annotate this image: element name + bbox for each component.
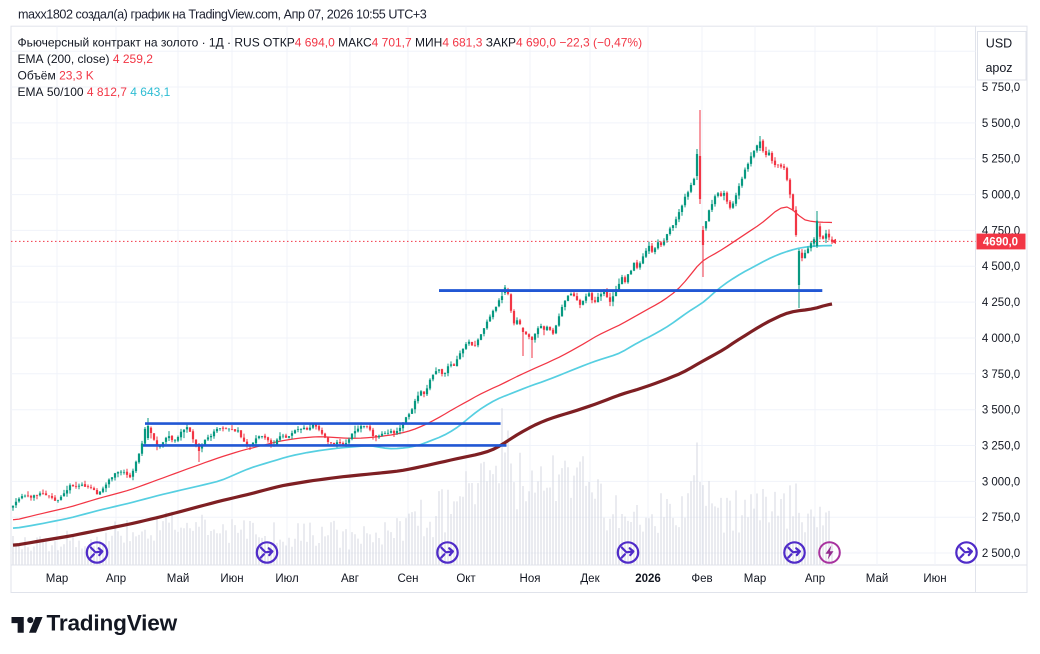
svg-text:5 500,0: 5 500,0 [982, 118, 1020, 130]
svg-text:5 250,0: 5 250,0 [982, 154, 1020, 166]
svg-text:Дек: Дек [580, 573, 600, 585]
svg-text:Мар: Мар [744, 573, 767, 585]
svg-text:maxx1802 создал(а) график на T: maxx1802 создал(а) график на TradingView… [18, 8, 427, 22]
svg-text:Май: Май [167, 573, 190, 585]
svg-text:3 750,0: 3 750,0 [982, 369, 1020, 381]
svg-text:Сен: Сен [397, 573, 418, 585]
svg-text:TradingView: TradingView [47, 611, 178, 636]
svg-text:Фев: Фев [691, 573, 712, 585]
svg-text:3 500,0: 3 500,0 [982, 405, 1020, 417]
svg-text:2 500,0: 2 500,0 [982, 548, 1020, 560]
svg-text:Мар: Мар [46, 573, 69, 585]
svg-text:4690,0: 4690,0 [983, 237, 1018, 249]
svg-text:ЕМА 50/100 4 812,7 4 643,1: ЕМА 50/100 4 812,7 4 643,1 [18, 85, 171, 99]
svg-text:Июн: Июн [923, 573, 946, 585]
svg-text:USD: USD [986, 37, 1012, 51]
svg-text:Фьючерсный контракт на золото: Фьючерсный контракт на золото · 1Д · RUS… [18, 36, 643, 50]
svg-text:5 000,0: 5 000,0 [982, 190, 1020, 202]
svg-text:3 000,0: 3 000,0 [982, 476, 1020, 488]
svg-text:apoz: apoz [985, 61, 1012, 75]
svg-text:4 000,0: 4 000,0 [982, 333, 1020, 345]
svg-text:ЕМА (200, close) 4 259,2: ЕМА (200, close) 4 259,2 [18, 52, 154, 66]
svg-text:4 500,0: 4 500,0 [982, 261, 1020, 273]
svg-text:2026: 2026 [635, 573, 661, 585]
svg-text:Авг: Авг [341, 573, 359, 585]
svg-text:Апр: Апр [106, 573, 126, 585]
svg-text:Окт: Окт [456, 573, 476, 585]
svg-text:Июл: Июл [275, 573, 298, 585]
svg-text:Объём 23,3 K: Объём 23,3 K [18, 69, 94, 83]
svg-text:2 750,0: 2 750,0 [982, 512, 1020, 524]
svg-text:4 250,0: 4 250,0 [982, 297, 1020, 309]
svg-text:Май: Май [866, 573, 889, 585]
svg-text:5 750,0: 5 750,0 [982, 82, 1020, 94]
svg-text:3 250,0: 3 250,0 [982, 441, 1020, 453]
svg-text:Ноя: Ноя [520, 573, 541, 585]
svg-text:Июн: Июн [220, 573, 243, 585]
svg-text:Апр: Апр [805, 573, 825, 585]
